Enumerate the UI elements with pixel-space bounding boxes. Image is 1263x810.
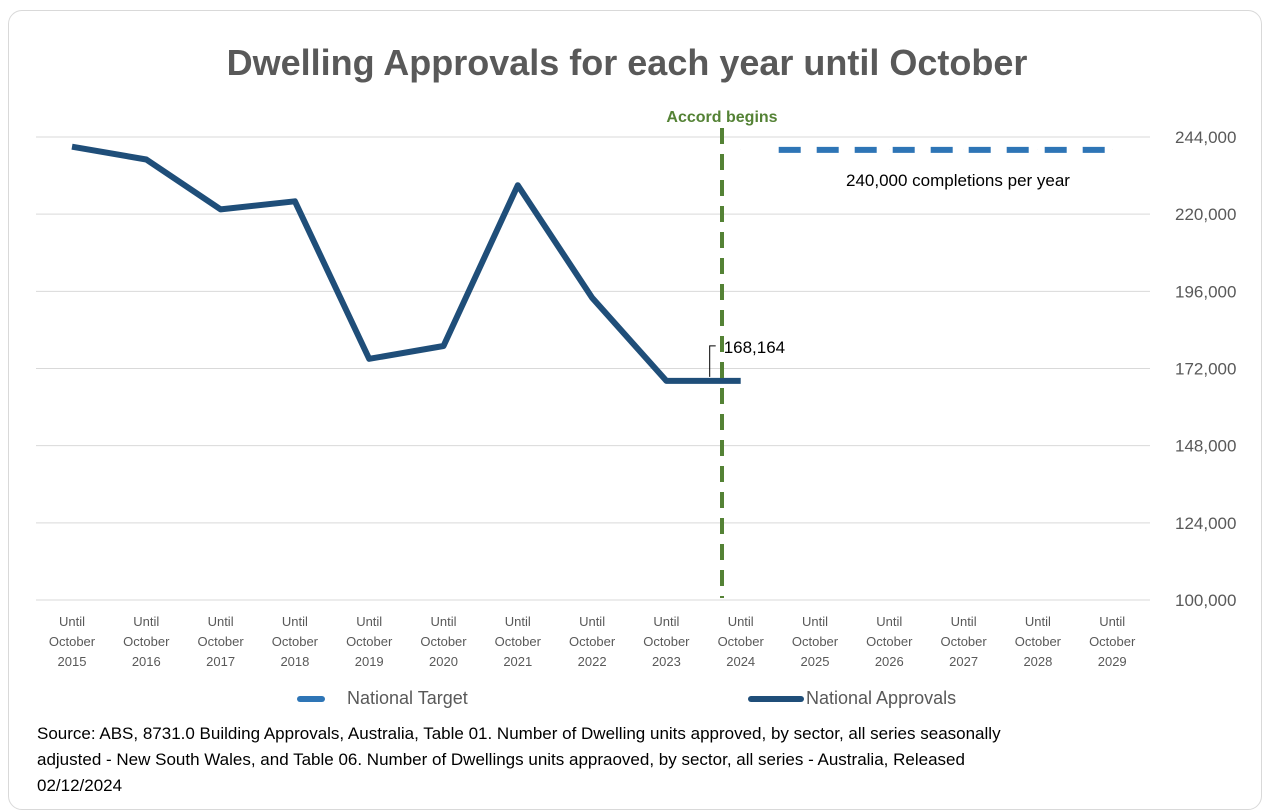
last-value-label: 168,164	[724, 338, 785, 357]
legend-national-target: National Target	[297, 688, 468, 709]
target-label: 240,000 completions per year	[846, 171, 1070, 190]
y-axis-labels: 100,000 124,000 148,000 172,000 196,000 220,0…	[1175, 128, 1236, 610]
legend-national-approvals: National Approvals	[748, 688, 956, 709]
legend-dash-swatch	[297, 696, 325, 702]
series-line-national-approvals	[72, 147, 741, 381]
source-note: Source: ABS, 8731.0 Building Approvals, …	[37, 721, 1027, 799]
y-tick-label: 244,000	[1175, 128, 1236, 147]
y-tick-label: 220,000	[1175, 205, 1236, 224]
y-tick-label: 100,000	[1175, 591, 1236, 610]
gridlines	[36, 137, 1150, 600]
value-callout-leader	[710, 346, 716, 377]
legend-solid-swatch	[748, 696, 804, 702]
y-tick-label: 124,000	[1175, 514, 1236, 533]
y-tick-label: 172,000	[1175, 360, 1236, 379]
y-tick-label: 148,000	[1175, 437, 1236, 456]
annotations: Accord begins 240,000 completions per yea…	[666, 109, 1070, 598]
y-tick-label: 196,000	[1175, 282, 1236, 301]
legend-label-target: National Target	[347, 688, 468, 709]
legend-label-approvals: National Approvals	[806, 688, 956, 709]
accord-label: Accord begins	[666, 109, 777, 126]
